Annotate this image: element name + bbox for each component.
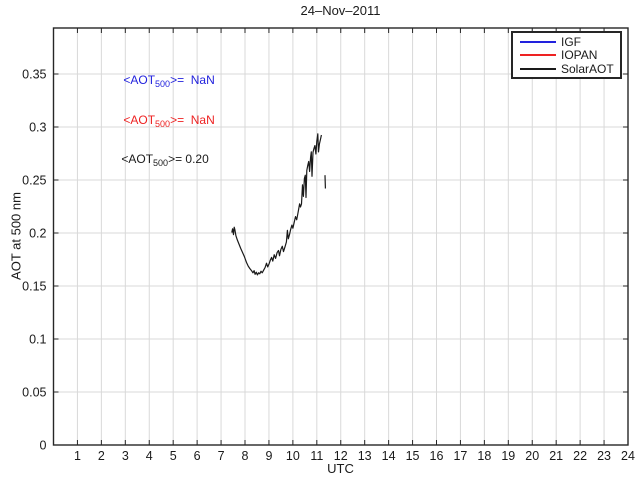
legend-entry-iopan: IOPAN — [520, 49, 620, 61]
legend-label-iopan: IOPAN — [561, 48, 598, 62]
annotation-value: >= 0.20 — [168, 152, 209, 166]
svg-text:0.2: 0.2 — [29, 227, 46, 241]
svg-text:4: 4 — [146, 449, 153, 463]
svg-text:0.3: 0.3 — [29, 121, 46, 135]
svg-text:20: 20 — [525, 449, 539, 463]
svg-text:1: 1 — [74, 449, 81, 463]
svg-text:13: 13 — [358, 449, 372, 463]
svg-text:7: 7 — [218, 449, 225, 463]
annotation-subscript: 500 — [155, 79, 171, 89]
annotation-text: <AOT — [123, 113, 156, 127]
legend-label-igf: IGF — [561, 34, 581, 49]
annotation-text: <AOT — [121, 152, 154, 166]
svg-text:16: 16 — [430, 449, 444, 463]
svg-text:23: 23 — [597, 449, 611, 463]
annotation-value: >= NaN — [170, 73, 215, 87]
svg-text:18: 18 — [477, 449, 491, 463]
svg-text:0: 0 — [40, 439, 47, 453]
legend-entry-solaraot: SolarAOT — [520, 63, 620, 75]
svg-text:0.25: 0.25 — [22, 174, 46, 188]
svg-text:2: 2 — [98, 449, 105, 463]
legend: IGF IOPAN SolarAOT — [511, 31, 622, 79]
legend-line-sample-igf — [520, 40, 556, 43]
annotation-iopan-mean: <AOT500>= NaN — [110, 98, 215, 147]
svg-text:0.15: 0.15 — [22, 280, 46, 294]
svg-text:17: 17 — [453, 449, 467, 463]
annotation-solaraot-mean: <AOT500>= 0.20 — [108, 137, 209, 186]
svg-text:12: 12 — [334, 449, 348, 463]
annotation-text: <AOT — [123, 73, 156, 87]
svg-text:11: 11 — [310, 449, 323, 463]
legend-line-sample-iopan — [520, 54, 556, 56]
legend-entry-igf: IGF — [520, 36, 620, 48]
annotation-igf-mean: <AOT500>= NaN — [110, 58, 215, 107]
svg-text:6: 6 — [194, 449, 201, 463]
svg-text:3: 3 — [122, 449, 129, 463]
svg-text:9: 9 — [265, 449, 272, 463]
svg-text:14: 14 — [382, 449, 396, 463]
chart-title: 24–Nov–2011 — [300, 3, 381, 18]
svg-text:8: 8 — [242, 449, 249, 463]
svg-text:5: 5 — [170, 449, 177, 463]
svg-text:0.05: 0.05 — [22, 386, 46, 400]
annotation-value: >= NaN — [170, 113, 215, 127]
x-axis-label: UTC — [327, 461, 354, 476]
svg-text:0.35: 0.35 — [22, 68, 46, 82]
svg-text:22: 22 — [573, 449, 587, 463]
legend-line-sample-solaraot — [520, 67, 556, 70]
svg-text:10: 10 — [286, 449, 300, 463]
svg-text:19: 19 — [501, 449, 515, 463]
svg-text:24: 24 — [621, 449, 635, 463]
svg-text:0.1: 0.1 — [29, 333, 46, 347]
legend-label-solaraot: SolarAOT — [561, 61, 614, 76]
svg-text:15: 15 — [406, 449, 420, 463]
annotation-subscript: 500 — [153, 158, 169, 168]
svg-text:21: 21 — [549, 449, 563, 463]
annotation-subscript: 500 — [155, 119, 171, 129]
